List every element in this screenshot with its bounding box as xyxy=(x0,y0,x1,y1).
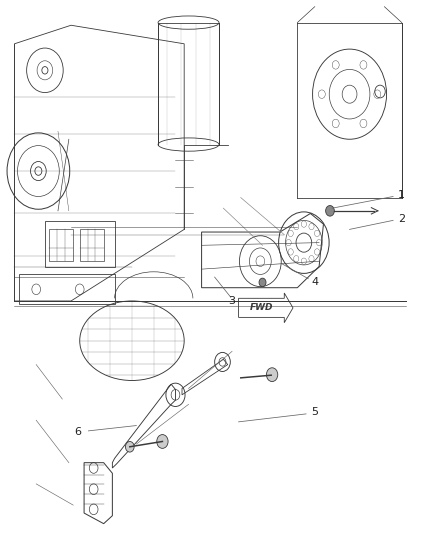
Bar xyxy=(19,274,115,304)
Bar xyxy=(45,221,115,266)
Circle shape xyxy=(259,278,266,287)
Circle shape xyxy=(157,434,168,448)
Text: 6: 6 xyxy=(74,427,81,438)
Text: 5: 5 xyxy=(311,407,318,417)
Text: 4: 4 xyxy=(311,277,318,287)
Circle shape xyxy=(125,441,134,452)
Text: 3: 3 xyxy=(229,296,236,306)
Bar xyxy=(80,229,104,261)
Text: 1: 1 xyxy=(398,190,405,200)
Circle shape xyxy=(325,206,334,216)
Text: 2: 2 xyxy=(398,214,405,224)
Circle shape xyxy=(266,368,278,382)
Bar xyxy=(49,229,73,261)
Text: FWD: FWD xyxy=(250,303,273,312)
